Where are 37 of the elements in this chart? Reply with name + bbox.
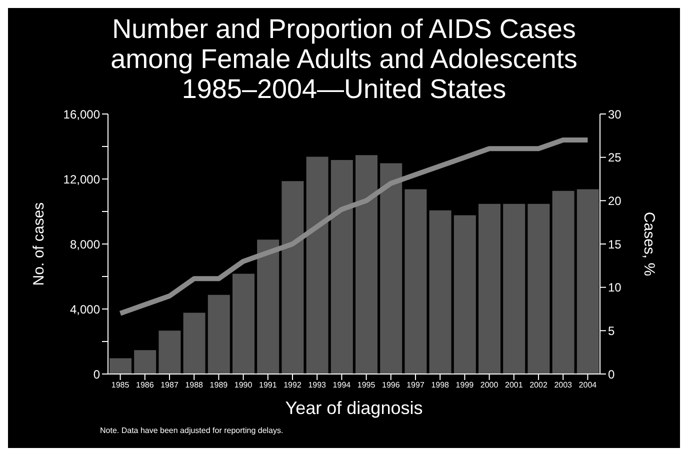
- y2-tick-label: 0: [608, 367, 615, 382]
- x-axis-title: Year of diagnosis: [285, 398, 423, 418]
- y2-tick-label: 25: [608, 150, 622, 165]
- x-tick-label: 1992: [284, 380, 302, 390]
- text: Note. Data have been adjusted for reporting delays.: [100, 426, 284, 435]
- x-tick-label: 1988: [185, 380, 204, 390]
- x-tick-label: 1991: [259, 380, 278, 390]
- y2-tick-label: 10: [608, 280, 622, 295]
- y2-tick-label: 15: [608, 237, 622, 252]
- x-tick-label: 1999: [456, 380, 474, 390]
- y-tick-label: 4,000: [70, 302, 100, 316]
- x-tick-label: 1994: [332, 380, 352, 390]
- y2-axis-title: Cases, %: [640, 212, 658, 276]
- y-tick-label: 0: [93, 367, 100, 382]
- y2-tick-label: 20: [608, 194, 622, 208]
- x-tick-label: 1987: [160, 380, 179, 390]
- x-tick-label: 1989: [210, 380, 228, 390]
- y-axis-title: No. of cases: [30, 202, 48, 286]
- y-tick-label: 16,000: [63, 107, 100, 122]
- chart-title: Number and Proportion of AIDS Cases among Female Adults and Adolescents 1985–2004—United States: [110, 14, 578, 104]
- x-tick-label: 2004: [578, 380, 598, 390]
- x-tick-label: 2002: [530, 380, 548, 390]
- x-tick-label: 1997: [406, 380, 425, 390]
- y-tick-label: 12,000: [63, 172, 100, 186]
- x-tick-label: 2001: [505, 380, 524, 390]
- x-tick-label: 1990: [234, 380, 253, 390]
- y2-tick-label: 5: [608, 324, 615, 338]
- x-tick-label: 1986: [136, 380, 154, 390]
- y-tick-label: 8,000: [70, 237, 100, 252]
- x-tick-label: 2000: [480, 380, 499, 390]
- x-tick-label: 1998: [431, 380, 450, 390]
- x-tick-label: 1995: [357, 380, 376, 390]
- x-tick-label: 1996: [382, 380, 400, 390]
- x-tick-label: 1985: [111, 380, 130, 390]
- y2-tick-label: 30: [608, 107, 622, 122]
- x-tick-label: 1993: [308, 380, 327, 390]
- x-tick-label: 2003: [554, 380, 573, 390]
